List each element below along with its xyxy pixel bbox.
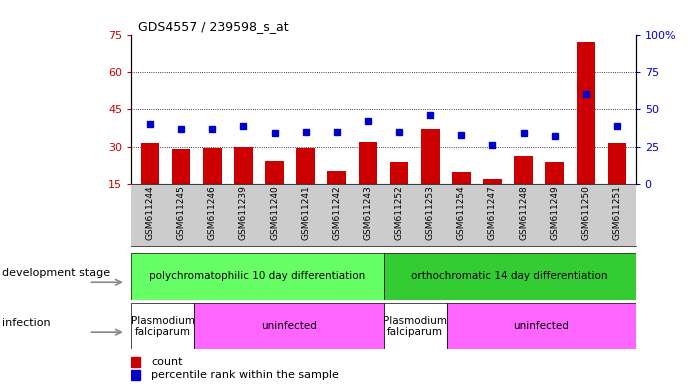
Bar: [265, 161, 284, 184]
Text: GSM611248: GSM611248: [519, 185, 528, 240]
Text: count: count: [151, 357, 182, 367]
Bar: [203, 148, 222, 184]
Text: infection: infection: [2, 318, 50, 328]
Text: Plasmodium
falciparum: Plasmodium falciparum: [131, 316, 195, 337]
Bar: [390, 162, 408, 184]
Text: GSM611242: GSM611242: [332, 185, 341, 240]
Text: GSM611249: GSM611249: [550, 185, 559, 240]
Text: development stage: development stage: [2, 268, 110, 278]
Text: GSM611254: GSM611254: [457, 185, 466, 240]
Bar: [296, 148, 315, 184]
Bar: [576, 42, 595, 184]
Bar: [452, 172, 471, 184]
Text: percentile rank within the sample: percentile rank within the sample: [151, 370, 339, 380]
Bar: [384, 303, 446, 349]
Bar: [194, 303, 384, 349]
Bar: [421, 129, 439, 184]
Bar: [131, 370, 140, 380]
Text: GSM611244: GSM611244: [146, 185, 155, 240]
Text: Plasmodium
falciparum: Plasmodium falciparum: [383, 316, 447, 337]
Bar: [131, 357, 140, 367]
Text: uninfected: uninfected: [513, 321, 569, 331]
Bar: [131, 253, 384, 300]
Bar: [359, 142, 377, 184]
Text: GSM611252: GSM611252: [395, 185, 404, 240]
Text: GSM611253: GSM611253: [426, 185, 435, 240]
Text: uninfected: uninfected: [261, 321, 317, 331]
Text: GSM611240: GSM611240: [270, 185, 279, 240]
Text: GSM611243: GSM611243: [363, 185, 372, 240]
Text: polychromatophilic 10 day differentiation: polychromatophilic 10 day differentiatio…: [149, 271, 366, 281]
Bar: [545, 162, 564, 184]
Text: GSM611246: GSM611246: [208, 185, 217, 240]
Text: GSM611247: GSM611247: [488, 185, 497, 240]
Text: GDS4557 / 239598_s_at: GDS4557 / 239598_s_at: [138, 20, 289, 33]
Bar: [483, 179, 502, 184]
Bar: [607, 143, 626, 184]
Text: orthochromatic 14 day differentiation: orthochromatic 14 day differentiation: [411, 271, 608, 281]
Bar: [328, 170, 346, 184]
Bar: [384, 253, 636, 300]
Bar: [131, 303, 194, 349]
Bar: [141, 143, 160, 184]
Bar: [514, 156, 533, 184]
Text: GSM611241: GSM611241: [301, 185, 310, 240]
Text: GSM611250: GSM611250: [581, 185, 590, 240]
Bar: [234, 147, 253, 184]
Text: GSM611239: GSM611239: [239, 185, 248, 240]
Text: GSM611251: GSM611251: [612, 185, 621, 240]
Text: GSM611245: GSM611245: [177, 185, 186, 240]
Bar: [446, 303, 636, 349]
Bar: [172, 149, 191, 184]
